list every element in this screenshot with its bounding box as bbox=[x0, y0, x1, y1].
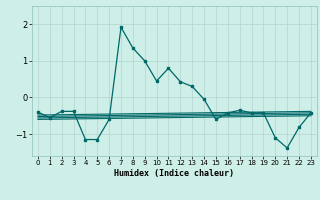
X-axis label: Humidex (Indice chaleur): Humidex (Indice chaleur) bbox=[115, 169, 234, 178]
